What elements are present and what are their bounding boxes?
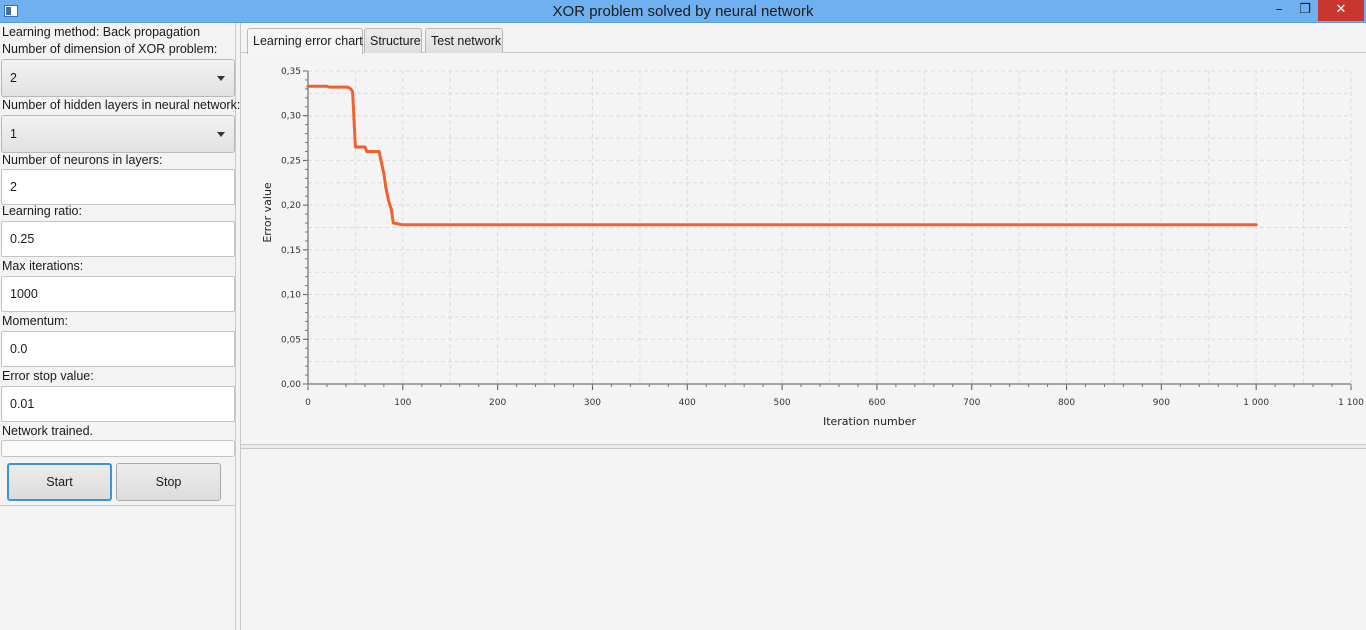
x-tick-label: 200 bbox=[489, 398, 506, 408]
y-tick-label: 0,25 bbox=[281, 156, 301, 166]
error-stop-value: 0.01 bbox=[10, 397, 35, 411]
dropdown-arrow-icon bbox=[217, 76, 225, 81]
x-tick-label: 1 100 bbox=[1338, 398, 1364, 408]
error-series-line bbox=[306, 84, 1258, 227]
neurons-label: Number of neurons in layers: bbox=[2, 153, 163, 167]
x-tick-label: 800 bbox=[1058, 398, 1075, 408]
learning-method-label: Learning method: Back propagation bbox=[2, 25, 201, 39]
dimension-label: Number of dimension of XOR problem: bbox=[2, 42, 218, 56]
max-iterations-input[interactable]: 1000 bbox=[1, 276, 235, 312]
max-iterations-label: Max iterations: bbox=[2, 259, 84, 273]
title-bar: XOR problem solved by neural network – ❐… bbox=[0, 0, 1366, 23]
close-button[interactable]: ✕ bbox=[1318, 0, 1364, 21]
neurons-input[interactable]: 2 bbox=[1, 169, 235, 205]
y-tick-label: 0,35 bbox=[281, 67, 301, 77]
y-axis-title: Error value bbox=[261, 182, 274, 243]
minimize-button[interactable]: – bbox=[1275, 2, 1283, 17]
x-axis-title: Iteration number bbox=[823, 415, 917, 428]
y-tick-label: 0,30 bbox=[281, 112, 301, 122]
training-progress-bar bbox=[1, 440, 235, 457]
status-label: Network trained. bbox=[2, 424, 94, 438]
y-tick-label: 0,10 bbox=[281, 291, 301, 301]
settings-panel: Learning method: Back propagation Number… bbox=[0, 23, 240, 630]
hidden-layers-label: Number of hidden layers in neural networ… bbox=[2, 98, 241, 112]
y-tick-label: 0,15 bbox=[281, 246, 301, 256]
hidden-layers-select[interactable]: 1 bbox=[1, 115, 235, 153]
y-tick-label: 0,05 bbox=[281, 335, 301, 345]
x-tick-label: 500 bbox=[773, 398, 790, 408]
maximize-button[interactable]: ❐ bbox=[1299, 2, 1311, 17]
x-tick-label: 300 bbox=[584, 398, 601, 408]
x-tick-label: 600 bbox=[868, 398, 885, 408]
dimension-select[interactable]: 2 bbox=[1, 59, 235, 97]
tab-structure[interactable]: Structure bbox=[364, 28, 422, 53]
split-divider[interactable] bbox=[241, 444, 1366, 449]
dimension-value: 2 bbox=[10, 71, 17, 85]
main-panel: Learning error chart Structure Test netw… bbox=[240, 23, 1366, 630]
divider bbox=[0, 505, 236, 506]
window-title: XOR problem solved by neural network bbox=[552, 3, 814, 20]
learning-ratio-input[interactable]: 0.25 bbox=[1, 221, 235, 257]
error-stop-label: Error stop value: bbox=[2, 369, 94, 383]
stop-button[interactable]: Stop bbox=[116, 463, 221, 501]
hidden-layers-value: 1 bbox=[10, 127, 17, 141]
y-tick-label: 0,00 bbox=[281, 380, 301, 390]
momentum-value: 0.0 bbox=[10, 342, 28, 356]
tab-bar: Learning error chart Structure Test netw… bbox=[241, 23, 1366, 54]
start-button[interactable]: Start bbox=[7, 463, 112, 501]
x-tick-label: 400 bbox=[679, 398, 696, 408]
learning-error-chart: 0,00 0,05 0,10 0,15 0,20 0,25 0,30 0,35 0 100 200 3… bbox=[241, 54, 1366, 446]
x-tick-label: 1 000 bbox=[1243, 398, 1269, 408]
learning-ratio-value: 0.25 bbox=[10, 232, 35, 246]
x-tick-label: 0 bbox=[305, 398, 311, 408]
error-stop-input[interactable]: 0.01 bbox=[1, 386, 235, 422]
tab-test-network[interactable]: Test network bbox=[425, 28, 503, 53]
learning-ratio-label: Learning ratio: bbox=[2, 204, 82, 218]
max-iterations-value: 1000 bbox=[10, 287, 38, 301]
momentum-input[interactable]: 0.0 bbox=[1, 331, 235, 367]
x-tick-label: 100 bbox=[394, 398, 411, 408]
app-icon bbox=[4, 5, 18, 17]
momentum-label: Momentum: bbox=[2, 314, 68, 328]
dropdown-arrow-icon bbox=[217, 132, 225, 137]
neurons-value: 2 bbox=[10, 180, 17, 194]
x-tick-label: 900 bbox=[1153, 398, 1170, 408]
chart-svg: 0,00 0,05 0,10 0,15 0,20 0,25 0,30 0,35 0 100 200 3… bbox=[261, 67, 1364, 428]
x-tick-label: 700 bbox=[963, 398, 980, 408]
tab-learning-error-chart[interactable]: Learning error chart bbox=[247, 28, 363, 54]
y-tick-label: 0,20 bbox=[281, 201, 301, 211]
